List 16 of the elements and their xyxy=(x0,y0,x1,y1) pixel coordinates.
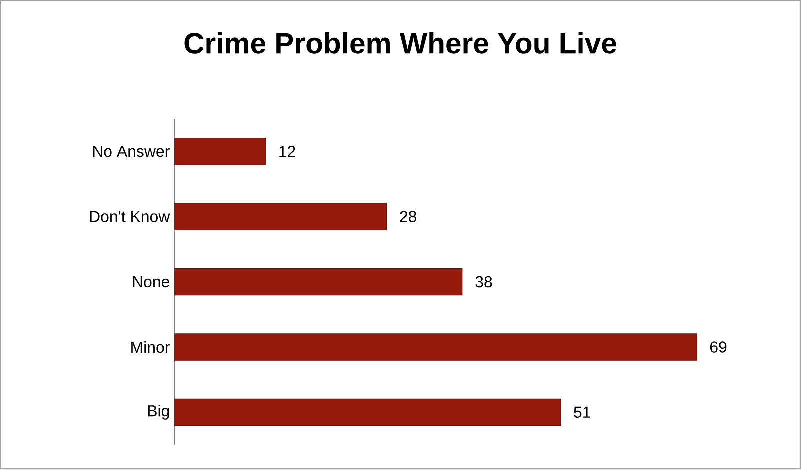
data-label: 38 xyxy=(476,276,492,288)
bar xyxy=(174,138,266,166)
data-label: 12 xyxy=(280,146,296,158)
y-tick-label: Minor xyxy=(132,342,170,354)
data-label: 28 xyxy=(400,211,417,223)
y-tick-label: None xyxy=(133,276,170,288)
bar xyxy=(174,334,698,362)
data-label: 69 xyxy=(710,342,727,354)
chart-title: Crime Problem Where You Live xyxy=(184,32,616,54)
y-tick-label: Big xyxy=(148,405,170,420)
bar xyxy=(174,399,562,426)
y-tick-label: Don't Know xyxy=(90,211,170,223)
bar xyxy=(174,203,388,231)
bar xyxy=(174,268,463,296)
y-tick-label: No Answer xyxy=(93,146,170,158)
data-label: 51 xyxy=(574,407,590,418)
